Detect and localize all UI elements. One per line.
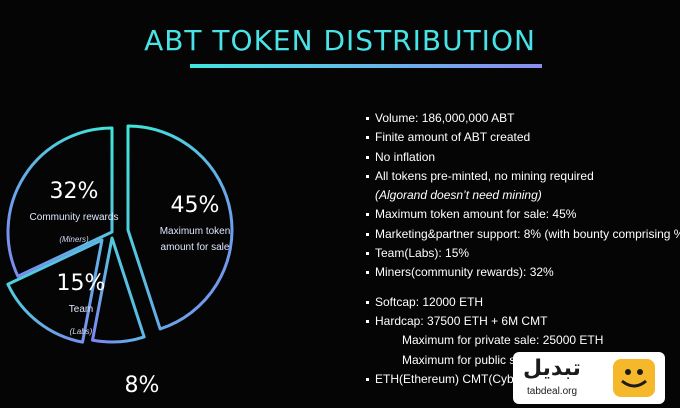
list-item: Finite amount of ABT created <box>366 128 680 147</box>
page-title: ABT TOKEN DISTRIBUTION <box>144 24 536 57</box>
list-item: Marketing&partner support: 8% (with boun… <box>366 225 680 244</box>
list-item: Hardcap: 37500 ETH + 6M CMT <box>366 312 680 331</box>
slice-team-sublabel: (Labs) <box>70 327 93 336</box>
list-item: Maximum for public sale <box>402 352 532 367</box>
slice-community-label: Community rewards <box>30 212 119 223</box>
slice-for-sale-label: amount for sale <box>161 242 230 253</box>
info-list: Volume: 186,000,000 ABT Finite amount of … <box>366 109 680 389</box>
list-item: Volume: 186,000,000 ABT <box>366 109 680 128</box>
list-item: (Algorand doesn’t need mining) <box>375 188 542 203</box>
slice-team-percent: 15% <box>57 271 106 296</box>
list-item: Softcap: 12000 ETH <box>366 293 680 312</box>
list-item: Maximum for private sale: 25000 ETH <box>402 333 604 348</box>
list-item: Miners(community rewards): 32% <box>366 263 680 282</box>
list-item: Maximum token amount for sale: 45% <box>366 205 680 224</box>
list-gap <box>366 283 680 293</box>
slice-for-sale-percent: 45% <box>171 193 220 218</box>
slice-community-percent: 32% <box>50 179 99 204</box>
slice-community <box>6 126 114 278</box>
list-item: All tokens pre-minted, no mining require… <box>366 167 680 186</box>
slice-team-label: Team <box>69 304 93 315</box>
tabdeal-logo-icon <box>613 359 655 397</box>
slice-marketing-percent: 8% <box>125 373 160 398</box>
title-underline <box>190 64 542 68</box>
slice-for-sale <box>126 124 234 331</box>
slice-team <box>6 238 104 344</box>
watermark: تبدیل tabdeal.org <box>513 352 665 404</box>
list-item: ETH(Ethereum) CMT(CyberMiles) <box>366 370 680 389</box>
slice-community-sublabel: (Miners) <box>59 235 89 244</box>
watermark-text: تبدیل <box>523 356 581 381</box>
slice-marketing <box>91 236 146 344</box>
list-item: Team(Labs): 15% <box>366 244 680 263</box>
watermark-url: tabdeal.org <box>527 386 578 397</box>
list-item: No inflation <box>366 148 680 167</box>
slice-for-sale-label: Maximum token <box>160 226 231 237</box>
